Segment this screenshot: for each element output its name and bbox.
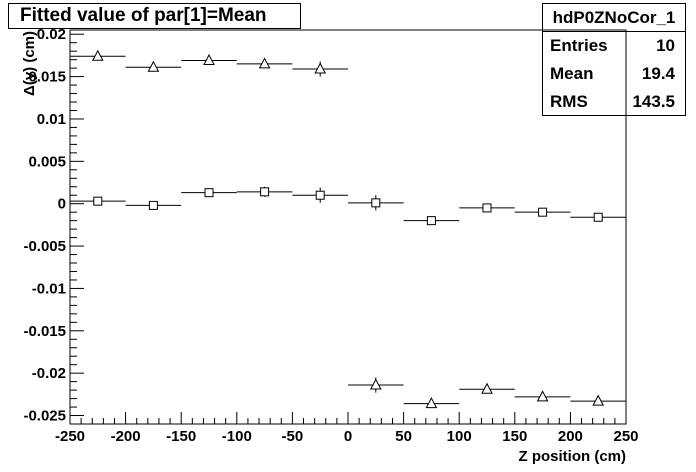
- data-point-triangle-marker: [592, 394, 605, 406]
- stats-label-entries: Entries: [550, 36, 608, 55]
- stats-value-rms: 143.5: [632, 92, 675, 111]
- data-point-square-marker: [260, 187, 270, 197]
- chart-title: Fitted value of par[1]=Mean: [8, 3, 301, 29]
- x-tick-label: 150: [502, 428, 527, 445]
- x-tick-label: -200: [111, 428, 141, 445]
- stats-label-mean: Mean: [550, 64, 594, 83]
- data-point-triangle-marker: [314, 62, 327, 74]
- y-tick-label: 0.015: [28, 69, 66, 86]
- stats-row-mean: Mean 19.4: [543, 60, 685, 88]
- y-tick-label: -0.005: [23, 238, 66, 255]
- data-point-triangle-marker: [258, 57, 271, 69]
- y-tick-label: -0.025: [23, 408, 66, 425]
- y-tick-label: 0.005: [28, 153, 66, 170]
- stats-value-entries: 10: [656, 36, 675, 55]
- y-axis-label: Δ(y) (cm): [21, 31, 38, 96]
- x-tick-label: 100: [447, 428, 472, 445]
- y-tick-label: 0.01: [37, 111, 66, 128]
- x-tick-label: -250: [55, 428, 85, 445]
- y-tick-label: -0.015: [23, 323, 66, 340]
- x-tick-label: 50: [395, 428, 412, 445]
- data-point-triangle-marker: [536, 390, 549, 402]
- data-point-square-marker: [426, 216, 436, 226]
- y-tick-label: 0.02: [37, 26, 66, 43]
- x-tick-label: 200: [558, 428, 583, 445]
- plot-frame: [69, 29, 627, 425]
- y-tick-label: -0.01: [32, 280, 66, 297]
- x-tick-label: -100: [222, 428, 252, 445]
- x-tick-label: -50: [282, 428, 304, 445]
- data-point-triangle-marker: [425, 397, 438, 409]
- stats-histogram-name: hdP0ZNoCor_1: [543, 4, 685, 32]
- stats-label-rms: RMS: [550, 92, 588, 111]
- stats-box: hdP0ZNoCor_1 Entries 10 Mean 19.4 RMS 14…: [542, 3, 686, 116]
- x-tick-label: 0: [344, 428, 352, 445]
- x-axis-label: Z position (cm): [519, 448, 627, 465]
- stats-value-mean: 19.4: [641, 64, 675, 83]
- x-tick-label: -150: [166, 428, 196, 445]
- data-point-square-marker: [482, 203, 492, 213]
- data-point-square-marker: [148, 200, 158, 210]
- data-point-triangle-marker: [91, 49, 104, 61]
- data-point-square-marker: [93, 196, 103, 206]
- y-tick-label: 0: [58, 196, 66, 213]
- stats-row-entries: Entries 10: [543, 32, 685, 60]
- data-point-square-marker: [315, 190, 325, 200]
- data-point-triangle-marker: [203, 53, 215, 66]
- data-point-square-marker: [204, 188, 214, 198]
- data-point-triangle-marker: [147, 60, 160, 72]
- y-tick-label: -0.02: [32, 365, 66, 382]
- data-point-triangle-marker: [481, 382, 493, 394]
- data-point-square-marker: [371, 198, 381, 208]
- x-tick-label: 250: [613, 428, 638, 445]
- data-point-triangle-marker: [369, 378, 382, 390]
- data-point-square-marker: [538, 207, 548, 217]
- data-point-square-marker: [593, 212, 603, 222]
- stats-row-rms: RMS 143.5: [543, 88, 685, 116]
